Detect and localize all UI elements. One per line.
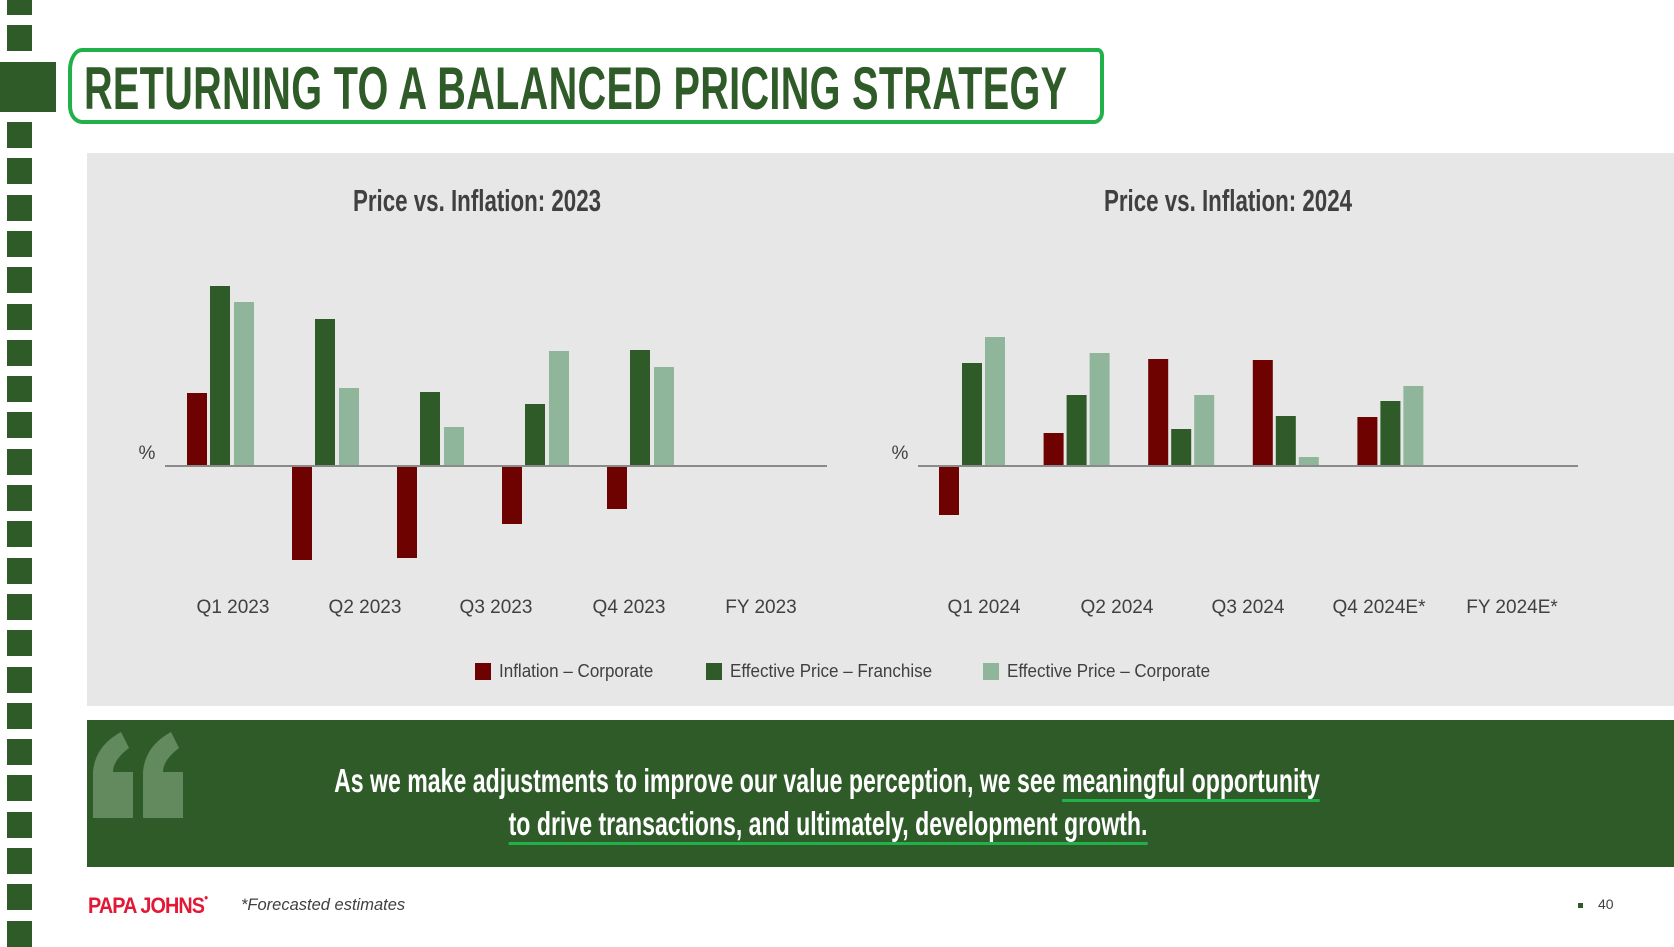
chart-title-2024: Price vs. Inflation: 2024 — [1103, 183, 1353, 218]
x-tick-label: Q4 2024E* — [1333, 597, 1427, 618]
bar-fy-2023-series-0 — [607, 466, 627, 509]
legend-label: Effective Price – Franchise — [730, 660, 933, 681]
bar-q4-2024e--series-2 — [1298, 457, 1319, 466]
bar-q2-2024-series-2 — [1089, 353, 1110, 466]
bar-q4-2023-series-1 — [525, 404, 545, 466]
chart-1: % Q1 2024 Q2 2024 Q3 2024 Q4 2024E* FY 2024E* — [892, 337, 1578, 618]
decorative-square — [7, 557, 32, 584]
chart-title-2023: Price vs. Inflation: 2023 — [352, 183, 602, 218]
bar-q2-2024-series-1 — [1066, 395, 1087, 466]
page-number: 40 — [1598, 896, 1614, 912]
quotation-mark-icon — [93, 732, 183, 818]
decorative-square — [7, 412, 32, 439]
chart-legend: Inflation – Corporate Effective Price – … — [0, 659, 1674, 683]
decorative-square — [7, 775, 32, 802]
decorative-square — [7, 811, 32, 838]
x-tick-label: Q1 2023 — [197, 597, 270, 618]
legend-item-effective-price-corporate: Effective Price – Corporate — [983, 659, 1228, 683]
x-tick-label: Q2 2023 — [329, 597, 402, 618]
decorative-square — [7, 194, 32, 221]
legend-item-inflation-corporate: Inflation – Corporate — [475, 659, 667, 683]
bar-q2-2023-series-1 — [315, 319, 335, 466]
legend-label: Effective Price – Corporate — [1007, 660, 1211, 681]
x-tick-label: FY 2023 — [725, 597, 796, 618]
decorative-square — [7, 158, 32, 185]
bar-fy-2024e--series-2 — [1403, 386, 1424, 466]
decorative-square — [7, 0, 32, 15]
decorative-square — [7, 848, 32, 874]
quote-highlight: to drive transactions, and ultimately, d… — [508, 805, 1148, 845]
bar-q3-2023-series-1 — [420, 392, 440, 466]
decorative-square — [7, 303, 32, 330]
bar-fy-2024e--series-0 — [1357, 417, 1378, 466]
decorative-square — [7, 122, 32, 148]
quote-line-1: As we make adjustments to improve our va… — [334, 761, 1320, 802]
bar-q2-2024-series-0 — [1043, 433, 1064, 466]
bar-q3-2024-series-1 — [1171, 429, 1192, 466]
bar-q1-2024-series-2 — [985, 337, 1005, 466]
decorative-square — [7, 666, 32, 693]
legend-item-effective-price-franchise: Effective Price – Franchise — [706, 659, 950, 683]
bar-q4-2024e--series-1 — [1275, 416, 1296, 466]
decorative-square — [7, 485, 32, 511]
bar-q1-2024-series-1 — [962, 363, 982, 466]
bar-q3-2024-series-2 — [1194, 395, 1215, 466]
decorative-square — [7, 702, 32, 729]
bar-q1-2024-series-0 — [939, 466, 959, 515]
page-number-bullet — [1578, 903, 1583, 908]
title-highlight-outline — [68, 48, 1104, 124]
decorative-square — [7, 630, 32, 657]
decorative-square — [7, 267, 32, 294]
x-tick-label: Q3 2023 — [460, 597, 533, 618]
y-axis-label: % — [892, 443, 909, 464]
quote-banner — [87, 720, 1674, 867]
y-axis-label: % — [139, 443, 156, 464]
bar-q1-2023-series-0 — [187, 393, 207, 466]
bar-q4-2024e--series-0 — [1252, 360, 1273, 466]
logo-registered-mark: ● — [204, 893, 208, 902]
legend-swatch — [475, 662, 491, 680]
decorative-square — [7, 339, 32, 366]
chart-0: % Q1 2023 Q2 2023 Q3 2023 Q4 2023 FY 2023 — [139, 286, 827, 618]
bar-q4-2023-series-0 — [502, 466, 522, 524]
footnote: *Forecasted estimates — [241, 896, 406, 914]
legend-swatch — [706, 662, 722, 680]
decorative-square — [7, 884, 32, 911]
x-tick-label: Q2 2024 — [1081, 597, 1154, 618]
papa-johns-logo: PAPA JOHNS● — [88, 893, 208, 919]
bar-q3-2023-series-2 — [444, 427, 464, 466]
decorative-square — [7, 376, 32, 403]
quote-line-2: to drive transactions, and ultimately, d… — [508, 804, 1148, 845]
bar-q3-2023-series-0 — [397, 466, 417, 558]
decorative-square — [7, 25, 32, 51]
quote-text: As we make adjustments to improve our va… — [334, 762, 1062, 799]
bar-fy-2023-series-2 — [654, 367, 674, 466]
bar-fy-2024e--series-1 — [1380, 401, 1401, 466]
bar-q2-2023-series-2 — [339, 388, 359, 466]
x-tick-label: Q4 2023 — [593, 597, 666, 618]
decorative-square — [7, 230, 32, 257]
bar-q1-2023-series-2 — [234, 302, 254, 466]
decorative-square — [7, 448, 32, 475]
bar-q4-2023-series-2 — [549, 351, 569, 466]
decorative-square — [7, 521, 32, 548]
bar-q3-2024-series-0 — [1148, 359, 1169, 466]
page-title: RETURNING TO A BALANCED PRICING STRATEGY — [84, 55, 1068, 122]
x-tick-label: Q3 2024 — [1212, 597, 1285, 618]
decorative-square — [7, 739, 32, 766]
logo-text: PAPA JOHNS — [88, 893, 205, 918]
x-tick-label: FY 2024E* — [1466, 597, 1558, 618]
legend-label: Inflation – Corporate — [499, 660, 654, 681]
decorative-square — [7, 593, 32, 620]
quote-highlight: meaningful opportunity — [1061, 762, 1320, 802]
legend-swatch — [983, 662, 999, 680]
x-tick-label: Q1 2024 — [948, 597, 1021, 618]
decorative-square-large — [0, 62, 56, 112]
bar-q2-2023-series-0 — [292, 466, 312, 560]
bar-q1-2023-series-1 — [210, 286, 230, 466]
bar-fy-2023-series-1 — [630, 350, 650, 466]
